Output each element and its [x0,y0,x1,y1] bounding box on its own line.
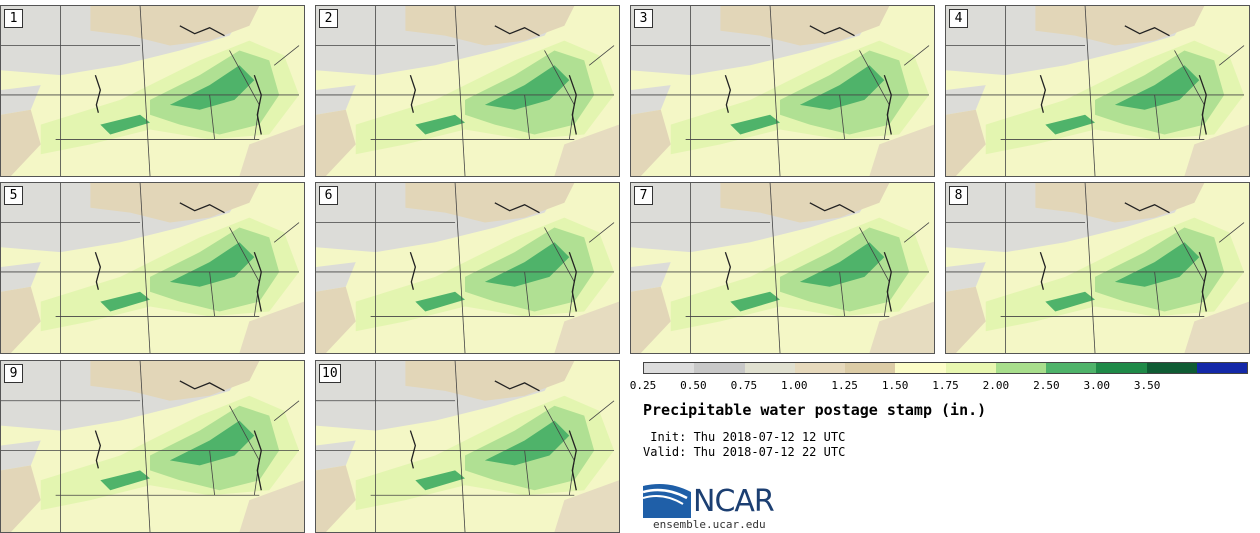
colorbar-segment [1096,363,1147,373]
colorbar-tick-label: 3.00 [1083,379,1111,392]
map-image [946,6,1249,176]
colorbar-tick-label: 1.00 [781,379,808,392]
colorbar-tick-label: 0.75 [730,379,758,392]
stamp-number: 5 [4,186,23,205]
figure-title: Precipitable water postage stamp (in.) [643,401,987,419]
colorbar-segment [1196,363,1247,373]
stamp-number: 1 [4,9,23,28]
map-image [631,183,934,353]
stamp-2[interactable]: 2 [315,5,620,177]
stamp-7[interactable]: 7 [630,182,935,354]
map-image [1,6,304,176]
colorbar-tick-label: 0.50 [680,379,707,392]
map-image [1,183,304,353]
colorbar-segment [794,363,845,373]
map-image [1,361,304,532]
map-image [631,6,934,176]
stamp-4[interactable]: 4 [945,5,1250,177]
stamp-number: 6 [319,186,338,205]
stamp-8[interactable]: 8 [945,182,1250,354]
ncar-logo-icon [643,484,691,518]
colorbar-segment [694,363,745,373]
colorbar-tick-label: 2.50 [1033,379,1060,392]
map-image [316,183,619,353]
stamp-number: 8 [949,186,968,205]
stamp-number: 7 [634,186,653,205]
stamp-number: 10 [319,364,341,383]
stamp-5[interactable]: 5 [0,182,305,354]
stamp-10[interactable]: 10 [315,360,620,533]
logo-text: NCAR [693,484,775,519]
colorbar-tick-label: 1.25 [831,379,858,392]
stamp-6[interactable]: 6 [315,182,620,354]
colorbar-segment [1046,363,1097,373]
colorbar-tick-label: 0.25 [629,379,657,392]
stamp-number: 2 [319,9,338,28]
map-image [316,361,619,532]
stamp-number: 3 [634,9,653,28]
stamp-number: 4 [949,9,968,28]
colorbar-segment [945,363,996,373]
colorbar-segment [845,363,896,373]
map-image [316,6,619,176]
colorbar-tick-label: 1.75 [932,379,959,392]
colorbar-tick-label: 1.50 [881,379,909,392]
colorbar-segment [995,363,1046,373]
site-url: ensemble.ucar.edu [653,518,766,531]
colorbar-tick-label: 3.50 [1133,379,1161,392]
stamp-3[interactable]: 3 [630,5,935,177]
colorbar-segment [895,363,946,373]
map-image [946,183,1249,353]
stamp-9[interactable]: 9 [0,360,305,533]
init-time: Init: Thu 2018-07-12 12 UTC [643,430,846,444]
valid-time: Valid: Thu 2018-07-12 22 UTC [643,445,846,459]
colorbar-tick-label: 2.00 [982,379,1010,392]
colorbar-segment [744,363,795,373]
colorbar-segment [1146,363,1197,373]
colorbar-segment [644,363,695,373]
stamp-1[interactable]: 1 [0,5,305,177]
stamp-number: 9 [4,364,23,383]
colorbar [643,362,1248,374]
